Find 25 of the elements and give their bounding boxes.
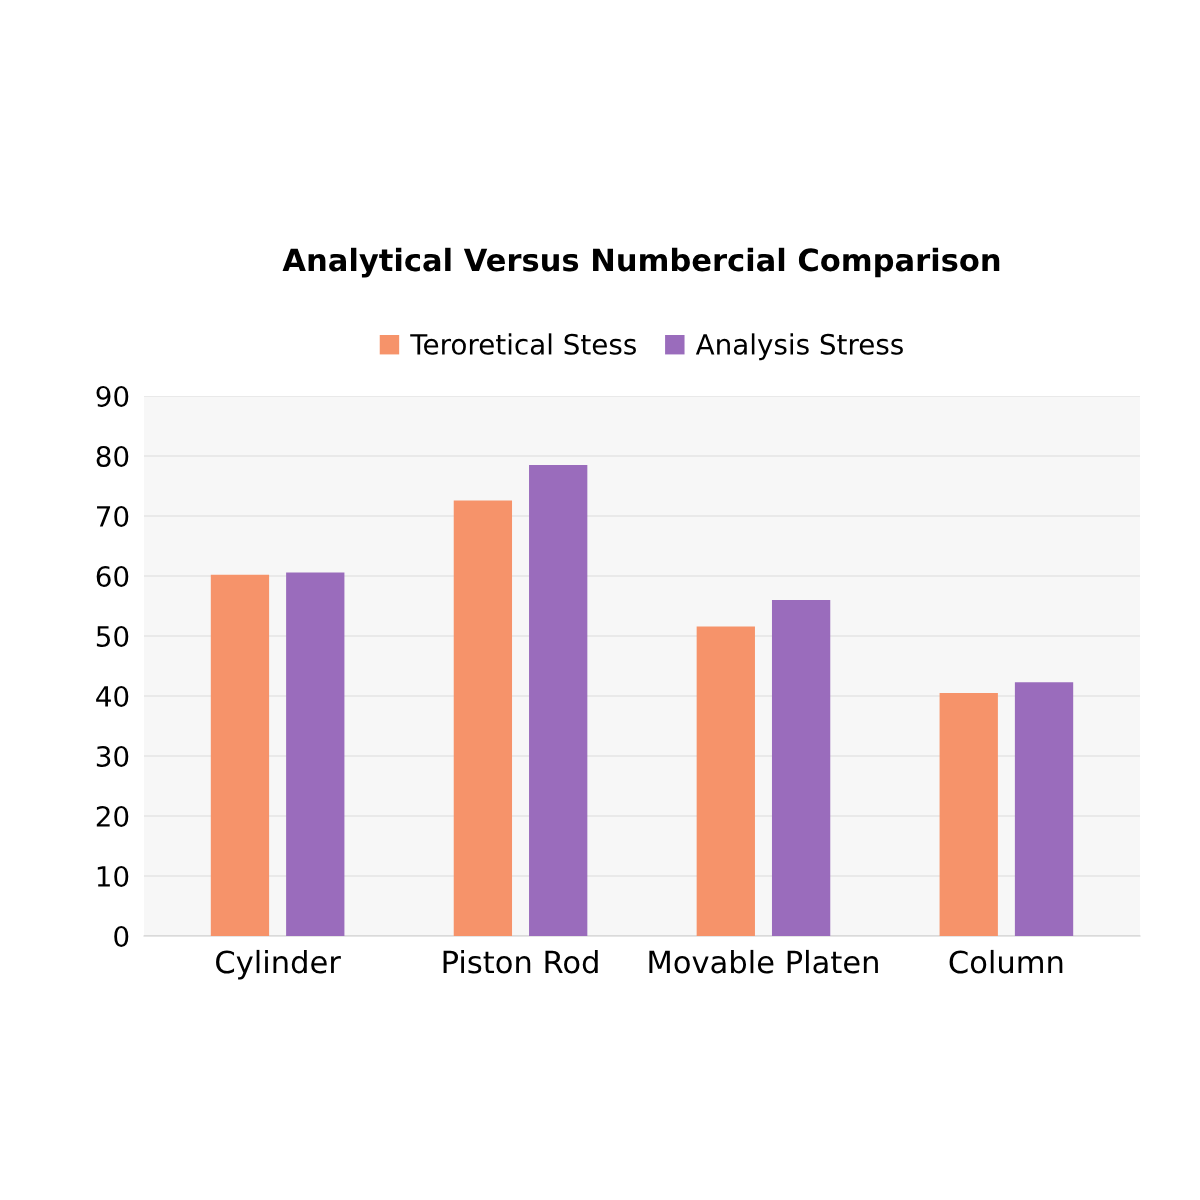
y-tick-label: 20 (96, 805, 129, 827)
y-tick-label: 0 (114, 925, 129, 947)
x-tick-label: Movable Platen (649, 949, 878, 974)
bar (1014, 682, 1074, 936)
y-tick-label: 50 (96, 625, 129, 647)
chart-title: Analytical Versus Numbercial Comparison (282, 247, 1000, 278)
x-tick-label: Cylinder (216, 949, 341, 980)
y-tick-label: 40 (96, 685, 129, 707)
bar (210, 574, 270, 936)
x-tick-label: Column (949, 949, 1063, 974)
legend-label: Teroretical Stess (410, 333, 636, 355)
bar (286, 572, 345, 936)
bar (939, 693, 998, 936)
y-tick-label: 10 (97, 865, 129, 887)
bar (696, 626, 755, 936)
y-tick-label: 60 (96, 565, 129, 587)
x-tick-label: Piston Rod (443, 949, 598, 974)
bar (529, 465, 588, 936)
y-tick-label: 30 (96, 745, 129, 767)
y-tick-label: 90 (96, 385, 129, 407)
y-tick-label: 80 (96, 445, 129, 467)
bar (453, 500, 513, 936)
bar (771, 600, 831, 936)
y-tick-label: 70 (97, 505, 129, 527)
legend-label: Analysis Stress (695, 333, 903, 361)
